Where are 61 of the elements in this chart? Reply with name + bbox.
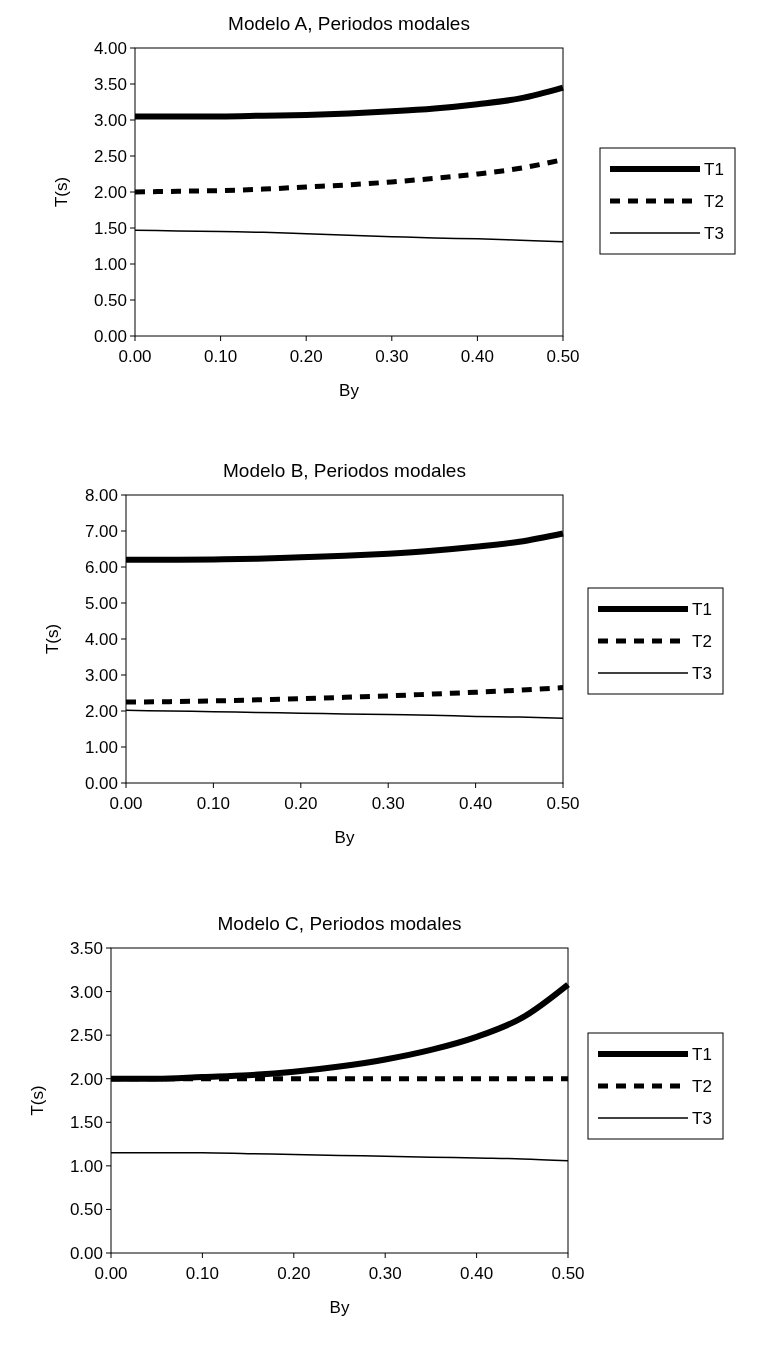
text: T2 <box>704 191 724 211</box>
x-tick-label: 0.10 <box>196 794 230 813</box>
y-tick-label: 1.00 <box>84 737 118 757</box>
y-tick-label: 0.00 <box>69 1243 103 1263</box>
x-tick-label: 0.10 <box>185 1264 219 1283</box>
y-tick-label: 1.50 <box>69 1113 103 1133</box>
x-tick-label: 0.50 <box>546 347 580 366</box>
text: T1 <box>692 599 712 619</box>
x-tick-label: 0.30 <box>368 1264 402 1283</box>
y-tick-label: 2.50 <box>93 146 127 166</box>
y-tick-label: 2.00 <box>69 1069 103 1089</box>
x-axis-title: By <box>339 381 360 400</box>
x-tick-label: 0.00 <box>109 794 143 813</box>
y-axis-title: T(s) <box>43 623 62 655</box>
y-tick-label: 0.50 <box>69 1200 103 1220</box>
y-tick-label: 4.00 <box>93 38 127 58</box>
y-tick-label: 6.00 <box>84 557 118 577</box>
y-tick-label: 3.00 <box>84 665 118 685</box>
text: T3 <box>692 663 712 683</box>
y-tick-label: 0.00 <box>84 773 118 793</box>
x-axis-title: By <box>329 1298 350 1317</box>
x-axis-title: By <box>334 828 355 847</box>
y-tick-label: 2.00 <box>93 182 127 202</box>
y-tick-label: 5.00 <box>84 593 118 613</box>
x-tick-label: 0.40 <box>460 1264 494 1283</box>
text: T3 <box>692 1108 712 1128</box>
x-tick-label: 0.40 <box>460 347 494 366</box>
text: T2 <box>692 1076 712 1096</box>
text: T2 <box>692 631 712 651</box>
y-axis-title: T(s) <box>52 176 71 208</box>
y-tick-label: 4.00 <box>84 629 118 649</box>
y-tick-label: 8.00 <box>84 485 118 505</box>
x-tick-label: 0.20 <box>289 347 323 366</box>
x-tick-label: 0.00 <box>118 347 152 366</box>
x-tick-label: 0.50 <box>551 1264 585 1283</box>
y-tick-label: 2.50 <box>69 1026 103 1046</box>
y-tick-label: 1.00 <box>69 1156 103 1176</box>
x-tick-label: 0.40 <box>459 794 493 813</box>
x-tick-label: 0.30 <box>371 794 405 813</box>
y-tick-label: 0.50 <box>93 290 127 310</box>
y-axis-title: T(s) <box>28 1085 47 1116</box>
y-tick-label: 3.50 <box>93 74 127 94</box>
chart-title: Modelo C, Periodos modales <box>217 913 462 934</box>
x-tick-label: 0.50 <box>546 794 580 813</box>
y-tick-label: 1.00 <box>93 254 127 274</box>
y-tick-label: 0.00 <box>93 326 127 346</box>
text: T1 <box>692 1044 712 1064</box>
x-tick-label: 0.20 <box>284 794 318 813</box>
chart-title: Modelo A, Periodos modales <box>228 13 470 34</box>
text: T1 <box>704 159 724 179</box>
y-tick-label: 3.00 <box>93 110 127 130</box>
x-tick-label: 0.30 <box>375 347 409 366</box>
y-tick-label: 2.00 <box>84 701 118 721</box>
x-tick-label: 0.10 <box>204 347 238 366</box>
x-tick-label: 0.20 <box>277 1264 311 1283</box>
y-tick-label: 3.50 <box>69 938 103 958</box>
y-tick-label: 3.00 <box>69 982 103 1002</box>
y-tick-label: 7.00 <box>84 521 118 541</box>
y-tick-label: 1.50 <box>93 218 127 238</box>
text: T3 <box>704 223 724 243</box>
chart-title: Modelo B, Periodos modales <box>223 460 466 481</box>
